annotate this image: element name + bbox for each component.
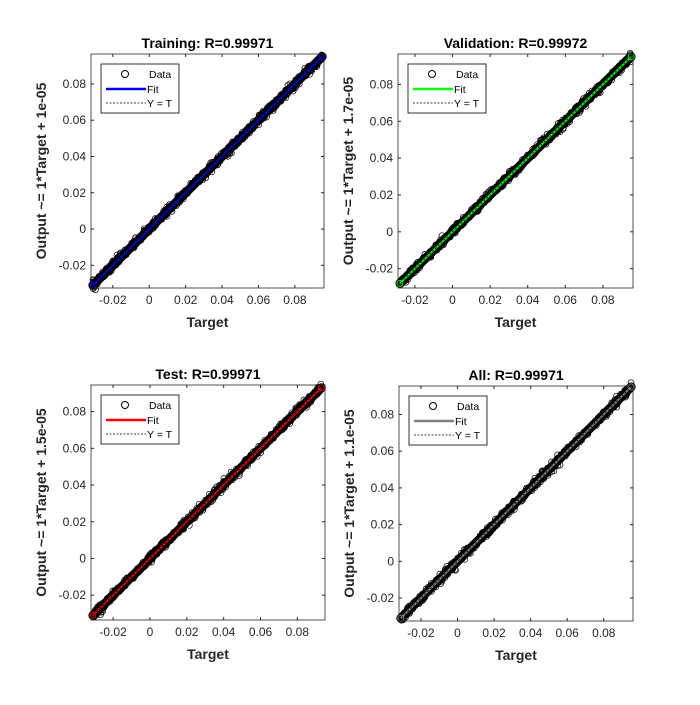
x-tick-label: 0.04 <box>210 293 234 307</box>
y-axis-label: Output ~= 1*Target + 1.1e-05 <box>341 409 357 598</box>
x-axis-label: Target <box>495 647 537 663</box>
subplot-3: -0.02 0 0.02 0.04 0.06 0.08 -0.02 0 0.02 0.04 0.06… <box>33 366 326 662</box>
x-tick-label: 0 <box>449 293 456 307</box>
data-marker-icon <box>121 70 129 78</box>
legend: Data Fit Y = T <box>100 394 180 445</box>
plot-title: Validation: R=0.99972 <box>444 35 588 51</box>
y-tick-label: 0 <box>387 554 394 568</box>
legend-y-equals-t: Y = T <box>147 429 173 441</box>
x-axis-label: Target <box>495 314 537 330</box>
x-tick-label: 0.04 <box>519 626 543 640</box>
y-tick-label: 0.06 <box>63 441 87 455</box>
subplot-1: -0.02 0 0.02 0.04 0.06 0.08 -0.02 0 0.02 0.04 0.06… <box>33 35 327 330</box>
axes-box <box>90 384 326 621</box>
x-tick-label: 0.08 <box>592 626 616 640</box>
x-axis-label: Target <box>187 646 229 662</box>
legend-y-equals-t: Y = T <box>454 98 480 110</box>
y-tick-label: 0.08 <box>63 77 87 91</box>
plot-title: All: R=0.99971 <box>468 367 564 383</box>
legend-fit: Fit <box>455 416 467 428</box>
y-tick-label: 0.06 <box>371 444 395 458</box>
data-point-highlight <box>627 383 635 391</box>
x-tick-label: 0.08 <box>283 293 307 307</box>
y-axis-label: Output ~= 1*Target + 1.7e-05 <box>340 77 356 266</box>
y-equals-t-line <box>397 54 634 286</box>
x-axis-label: Target <box>187 314 229 330</box>
data-marker-icon <box>121 401 129 409</box>
y-tick-label: 0.04 <box>63 149 87 163</box>
legend-fit: Fit <box>454 84 466 96</box>
x-tick-label: 0.06 <box>554 293 578 307</box>
y-tick-label: 0 <box>79 222 86 236</box>
x-tick-label: 0 <box>146 293 153 307</box>
subplot-2: -0.02 0 0.02 0.04 0.06 0.08 -0.02 0 0.02 0.04 0.06… <box>340 35 636 330</box>
y-tick-label: 0.06 <box>63 113 87 127</box>
legend: Data Fit Y = T <box>407 63 487 114</box>
y-tick-label: 0.02 <box>63 186 87 200</box>
x-tick-label: 0.02 <box>478 293 502 307</box>
y-tick-label: 0.08 <box>63 405 87 419</box>
y-tick-label: 0.08 <box>371 407 395 421</box>
legend-y-equals-t: Y = T <box>455 430 481 442</box>
x-tick-label: -0.02 <box>401 293 429 307</box>
x-tick-label: -0.02 <box>407 626 435 640</box>
y-tick-label: -0.02 <box>59 258 87 272</box>
axes-box <box>398 385 634 622</box>
x-tick-label: 0.04 <box>516 293 540 307</box>
x-tick-label: 0.02 <box>482 626 506 640</box>
x-tick-label: 0.08 <box>591 293 615 307</box>
y-tick-label: 0 <box>386 225 393 239</box>
y-tick-label: 0.02 <box>63 515 87 529</box>
y-tick-label: -0.02 <box>59 588 87 602</box>
plot-title: Test: R=0.99971 <box>155 366 260 382</box>
y-tick-label: -0.02 <box>367 591 395 605</box>
y-equals-t-line <box>90 54 325 288</box>
y-tick-label: 0.02 <box>371 518 395 532</box>
x-tick-label: 0.06 <box>249 625 273 639</box>
y-equals-t-line <box>90 383 326 618</box>
y-tick-label: 0.04 <box>63 478 87 492</box>
y-equals-t-line <box>398 384 634 621</box>
legend-data: Data <box>456 69 478 81</box>
x-tick-label: 0.06 <box>247 293 271 307</box>
legend: Data Fit Y = T <box>100 63 180 114</box>
y-tick-label: 0 <box>79 551 86 565</box>
data-point-highlight <box>396 279 404 287</box>
legend-data: Data <box>149 400 171 412</box>
legend-y-equals-t: Y = T <box>147 98 173 110</box>
y-tick-label: 0.04 <box>370 151 394 165</box>
plot-title: Training: R=0.99971 <box>142 35 274 51</box>
y-tick-label: 0.06 <box>370 114 394 128</box>
x-tick-label: 0 <box>147 625 154 639</box>
x-tick-label: 0.04 <box>212 625 236 639</box>
legend-data: Data <box>457 401 479 413</box>
data-point-highlight <box>89 611 97 619</box>
legend: Data Fit Y = T <box>408 395 488 446</box>
x-tick-label: 0 <box>454 626 461 640</box>
legend-data: Data <box>149 69 171 81</box>
y-axis-label: Output ~= 1*Target + 1.5e-05 <box>33 408 49 597</box>
y-tick-label: -0.02 <box>366 262 394 276</box>
data-marker-icon <box>428 70 436 78</box>
y-axis-label: Output ~= 1*Target + 1e-05 <box>33 82 49 259</box>
legend-fit: Fit <box>147 84 159 96</box>
subplot-4: -0.02 0 0.02 0.04 0.06 0.08 -0.02 0 0.02 0.04 0.06… <box>341 367 636 663</box>
x-tick-label: -0.02 <box>99 625 127 639</box>
axes-box <box>397 53 634 289</box>
x-tick-label: 0.06 <box>556 626 580 640</box>
x-tick-label: 0.02 <box>174 293 198 307</box>
data-marker-icon <box>429 402 437 410</box>
x-tick-label: -0.02 <box>99 293 127 307</box>
y-tick-label: 0.04 <box>371 481 395 495</box>
y-tick-label: 0.02 <box>370 188 394 202</box>
x-tick-label: 0.02 <box>175 625 199 639</box>
y-tick-label: 0.08 <box>370 77 394 91</box>
legend-fit: Fit <box>147 415 159 427</box>
x-tick-label: 0.08 <box>286 625 310 639</box>
axes-box <box>90 53 325 289</box>
